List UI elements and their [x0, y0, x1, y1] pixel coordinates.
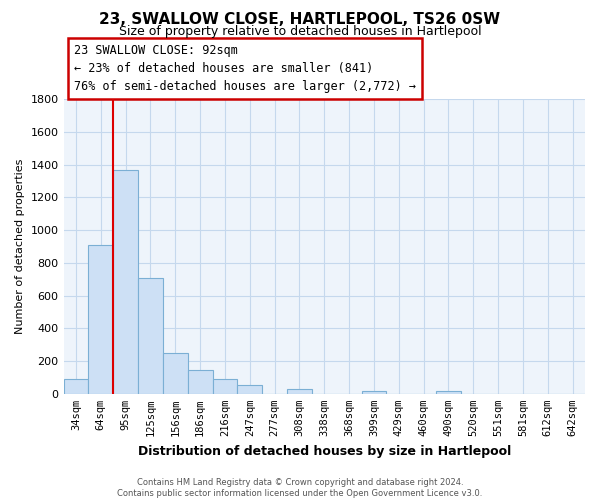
Text: Size of property relative to detached houses in Hartlepool: Size of property relative to detached ho… — [119, 25, 481, 38]
Bar — [212, 379, 238, 394]
Bar — [113, 170, 138, 394]
Bar — [64, 379, 88, 394]
Bar — [138, 278, 163, 394]
Text: Contains HM Land Registry data © Crown copyright and database right 2024.
Contai: Contains HM Land Registry data © Crown c… — [118, 478, 482, 498]
Bar — [362, 392, 386, 394]
Bar — [188, 370, 212, 394]
Bar — [238, 385, 262, 394]
Y-axis label: Number of detached properties: Number of detached properties — [15, 159, 25, 334]
Bar — [88, 245, 113, 394]
Bar — [436, 392, 461, 394]
Text: 23, SWALLOW CLOSE, HARTLEPOOL, TS26 0SW: 23, SWALLOW CLOSE, HARTLEPOOL, TS26 0SW — [100, 12, 500, 28]
Bar — [163, 353, 188, 394]
X-axis label: Distribution of detached houses by size in Hartlepool: Distribution of detached houses by size … — [137, 444, 511, 458]
Text: 23 SWALLOW CLOSE: 92sqm
← 23% of detached houses are smaller (841)
76% of semi-d: 23 SWALLOW CLOSE: 92sqm ← 23% of detache… — [74, 44, 416, 94]
Bar — [287, 389, 312, 394]
